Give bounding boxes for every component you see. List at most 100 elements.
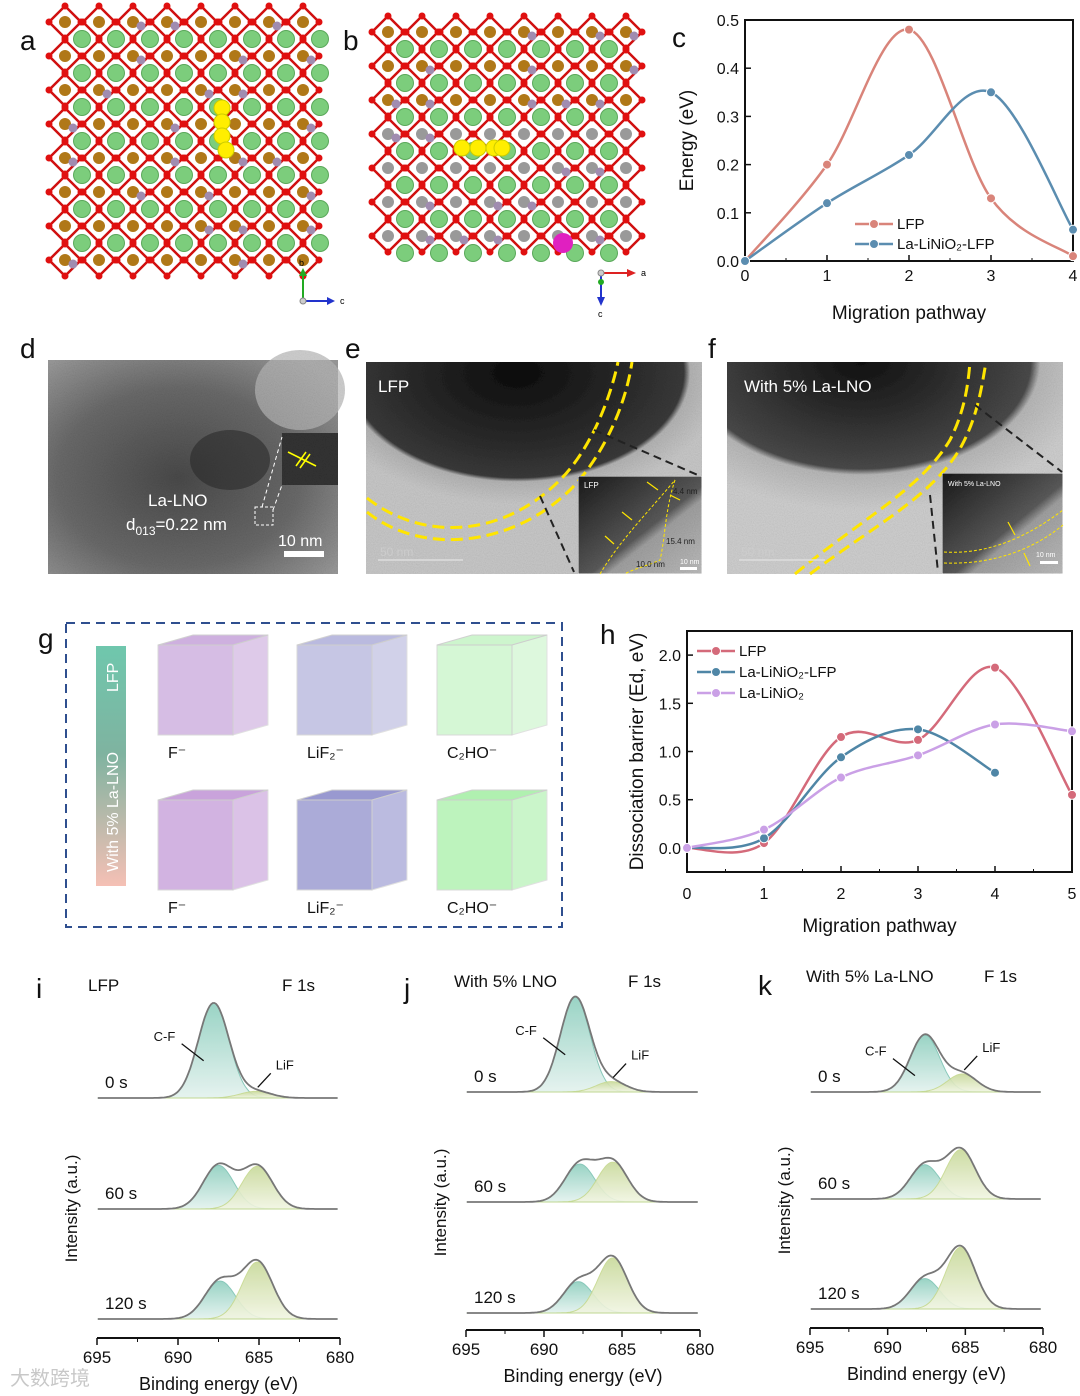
data-point: [986, 87, 996, 98]
lithium-atom: [73, 234, 91, 252]
oxygen-atom: [61, 36, 69, 44]
oxygen-atom: [436, 198, 444, 206]
oxygen-atom: [147, 154, 155, 162]
spectrum-120s: 120 s: [810, 1244, 1041, 1310]
metal-atom: [620, 230, 632, 242]
oxygen-atom: [384, 114, 392, 122]
oxygen-atom: [418, 12, 426, 20]
nickel-atom: [620, 94, 632, 106]
oxygen-atom: [299, 206, 307, 214]
oxygen-atom: [504, 164, 512, 172]
oxygen-atom: [504, 62, 512, 70]
nickel-atom: [382, 26, 394, 38]
oxygen-atom: [283, 154, 291, 162]
dopant-atom: [553, 233, 573, 253]
scale-bar-label: 50 nm: [741, 545, 774, 559]
lithium-atom: [498, 40, 516, 58]
oxygen-atom: [79, 154, 87, 162]
ion-cube: C₂HO⁻: [436, 634, 548, 762]
oxygen-atom: [588, 12, 596, 20]
oxygen-atom: [163, 172, 171, 180]
oxygen-atom: [538, 96, 546, 104]
bar-label-la-lno: With 5% La-LNO: [105, 752, 122, 872]
peak-label-lif: LiF: [982, 1040, 1000, 1055]
oxygen-atom: [45, 120, 53, 128]
nickel-atom: [127, 220, 139, 232]
panel-labels: a b c d e f g h i j k: [20, 22, 773, 1004]
tof-sims-3d-maps: F⁻ LiF₂⁻ C₂HO⁻ F⁻ LiF₂⁻ C₂HO⁻: [157, 634, 548, 917]
oxygen-atom: [181, 154, 189, 162]
arrow-icon: [257, 1072, 272, 1088]
oxygen-atom: [231, 36, 239, 44]
oxygen-atom: [299, 70, 307, 78]
oxygen-atom: [163, 138, 171, 146]
scale-bar-label: 50 nm: [380, 545, 413, 559]
migrating-atom: [493, 139, 511, 157]
peak-label-cf: C-F: [865, 1044, 887, 1059]
metal-atom: [552, 196, 564, 208]
la-atom: [425, 201, 435, 211]
cube-front: [157, 799, 234, 891]
arrow-icon: [1007, 521, 1031, 567]
lithium-atom: [464, 210, 482, 228]
arrow-icon: [612, 1063, 627, 1078]
oxygen-atom: [197, 36, 205, 44]
lithium-atom: [430, 176, 448, 194]
oxygen-atom: [402, 62, 410, 70]
la-atom: [493, 201, 503, 211]
oxygen-atom: [299, 36, 307, 44]
nickel-atom: [127, 118, 139, 130]
nickel-atom: [552, 26, 564, 38]
oxygen-atom: [470, 62, 478, 70]
oxygen-atom: [486, 80, 494, 88]
nickel-atom: [93, 50, 105, 62]
spectrum-0s: 0 s C-F LiF: [810, 1033, 1041, 1093]
metal-atom: [586, 162, 598, 174]
nickel-atom: [229, 84, 241, 96]
oxygen-atom: [554, 46, 562, 54]
oxygen-atom: [470, 198, 478, 206]
oxygen-atom: [504, 28, 512, 36]
lithium-atom: [277, 30, 295, 48]
lithium-atom: [107, 166, 125, 184]
nickel-atom: [59, 118, 71, 130]
oxygen-atom: [554, 216, 562, 224]
series-line: [686, 727, 996, 850]
lithium-atom: [430, 40, 448, 58]
nickel-atom: [195, 254, 207, 266]
la-atom: [425, 99, 435, 109]
oxygen-atom: [249, 86, 257, 94]
panel-label-i: i: [36, 973, 42, 1004]
time-label: 60 s: [818, 1174, 850, 1193]
envelope-line: [97, 1258, 338, 1320]
oxygen-atom: [79, 86, 87, 94]
oxygen-atom: [470, 96, 478, 104]
oxygen-atom: [299, 240, 307, 248]
oxygen-atom: [215, 222, 223, 230]
oxygen-atom: [452, 114, 460, 122]
metal-atom: [382, 162, 394, 174]
inset-label: With 5% La-LNO: [948, 481, 1001, 488]
lithium-atom: [311, 200, 329, 218]
oxygen-atom: [436, 130, 444, 138]
oxygen-atom: [129, 172, 137, 180]
oxygen-atom: [95, 104, 103, 112]
legend-marker: [711, 646, 721, 656]
material-label: La-LNO: [148, 491, 208, 510]
la-atom: [425, 235, 435, 245]
selection-box: [254, 506, 274, 526]
oxygen-atom: [79, 120, 87, 128]
oxygen-atom: [181, 18, 189, 26]
lithium-atom: [107, 30, 125, 48]
time-label: 120 s: [818, 1284, 860, 1303]
y-tick-label: 2.0: [659, 648, 681, 665]
arrow-head-icon: [597, 297, 605, 306]
core-level-label: F 1s: [282, 976, 315, 995]
tem-inset-e: LFP 4.4 nm 15.4 nm 10.0 nm 10 nm: [577, 475, 703, 575]
sample-gradient-bar: [96, 646, 126, 886]
oxygen-atom: [163, 206, 171, 214]
x-tick-label: 3: [914, 886, 923, 903]
time-label: 120 s: [105, 1294, 147, 1313]
oxygen-atom: [45, 222, 53, 230]
lithium-atom: [209, 64, 227, 82]
